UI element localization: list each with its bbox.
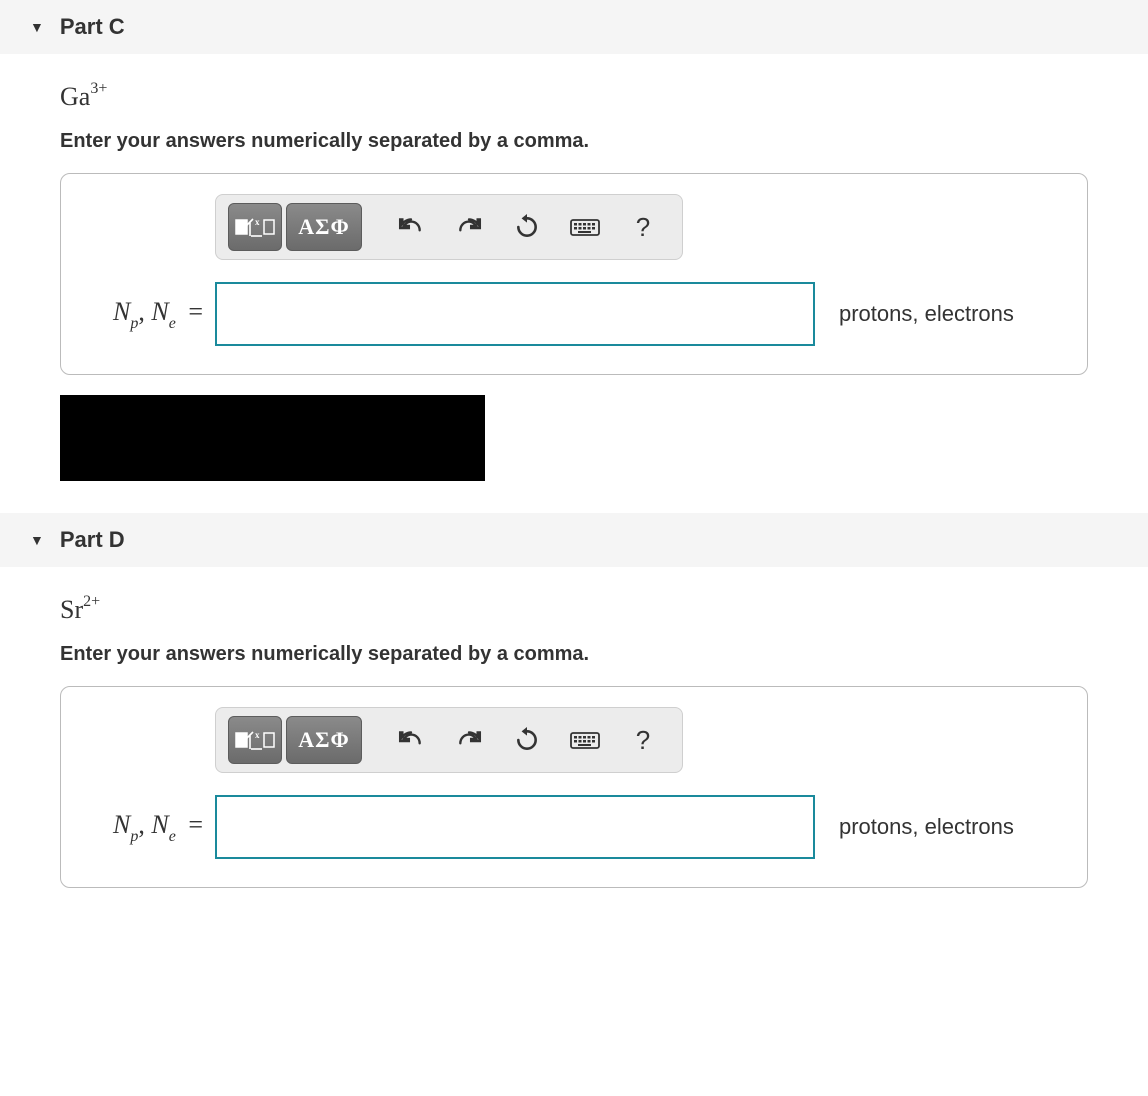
redo-button[interactable]: [442, 203, 496, 251]
ion-formula: Sr2+: [60, 595, 1088, 625]
math-toolbar: x ΑΣΦ: [215, 194, 683, 260]
element-symbol: Ga: [60, 82, 90, 111]
input-row: Np, Ne = protons, electrons: [85, 795, 1063, 859]
toolbar-row: x ΑΣΦ: [85, 707, 1063, 773]
answer-input[interactable]: [215, 795, 815, 859]
answer-input[interactable]: [215, 282, 815, 346]
keyboard-button[interactable]: [558, 716, 612, 764]
instruction-text: Enter your answers numerically separated…: [60, 643, 1088, 666]
keyboard-button[interactable]: [558, 203, 612, 251]
svg-text:x: x: [255, 730, 260, 740]
help-button[interactable]: ?: [616, 716, 670, 764]
collapse-arrow-icon[interactable]: ▼: [30, 532, 44, 548]
ion-charge: 2+: [83, 593, 100, 610]
part-title: Part D: [60, 527, 125, 553]
greek-letters-button[interactable]: ΑΣΦ: [286, 716, 362, 764]
greek-letters-button[interactable]: ΑΣΦ: [286, 203, 362, 251]
answer-container: x ΑΣΦ: [60, 686, 1088, 888]
svg-text:x: x: [255, 217, 260, 227]
redacted-block: [60, 395, 485, 481]
answer-label: Np, Ne =: [85, 297, 203, 331]
reset-button[interactable]: [500, 203, 554, 251]
reset-button[interactable]: [500, 716, 554, 764]
part-title: Part C: [60, 14, 125, 40]
toolbar-row: x ΑΣΦ: [85, 194, 1063, 260]
part-header: ▼ Part D: [0, 513, 1148, 567]
part-body: Sr2+ Enter your answers numerically sepa…: [0, 567, 1148, 900]
units-label: protons, electrons: [839, 814, 1014, 840]
undo-button[interactable]: [384, 716, 438, 764]
part-header: ▼ Part C: [0, 0, 1148, 54]
redo-button[interactable]: [442, 716, 496, 764]
input-row: Np, Ne = protons, electrons: [85, 282, 1063, 346]
template-button[interactable]: x: [228, 716, 282, 764]
answer-label: Np, Ne =: [85, 810, 203, 844]
help-button[interactable]: ?: [616, 203, 670, 251]
element-symbol: Sr: [60, 595, 83, 624]
undo-button[interactable]: [384, 203, 438, 251]
math-toolbar: x ΑΣΦ: [215, 707, 683, 773]
ion-formula: Ga3+: [60, 82, 1088, 112]
instruction-text: Enter your answers numerically separated…: [60, 130, 1088, 153]
units-label: protons, electrons: [839, 301, 1014, 327]
ion-charge: 3+: [90, 80, 107, 97]
template-button[interactable]: x: [228, 203, 282, 251]
collapse-arrow-icon[interactable]: ▼: [30, 19, 44, 35]
answer-container: x ΑΣΦ: [60, 173, 1088, 375]
part-body: Ga3+ Enter your answers numerically sepa…: [0, 54, 1148, 387]
